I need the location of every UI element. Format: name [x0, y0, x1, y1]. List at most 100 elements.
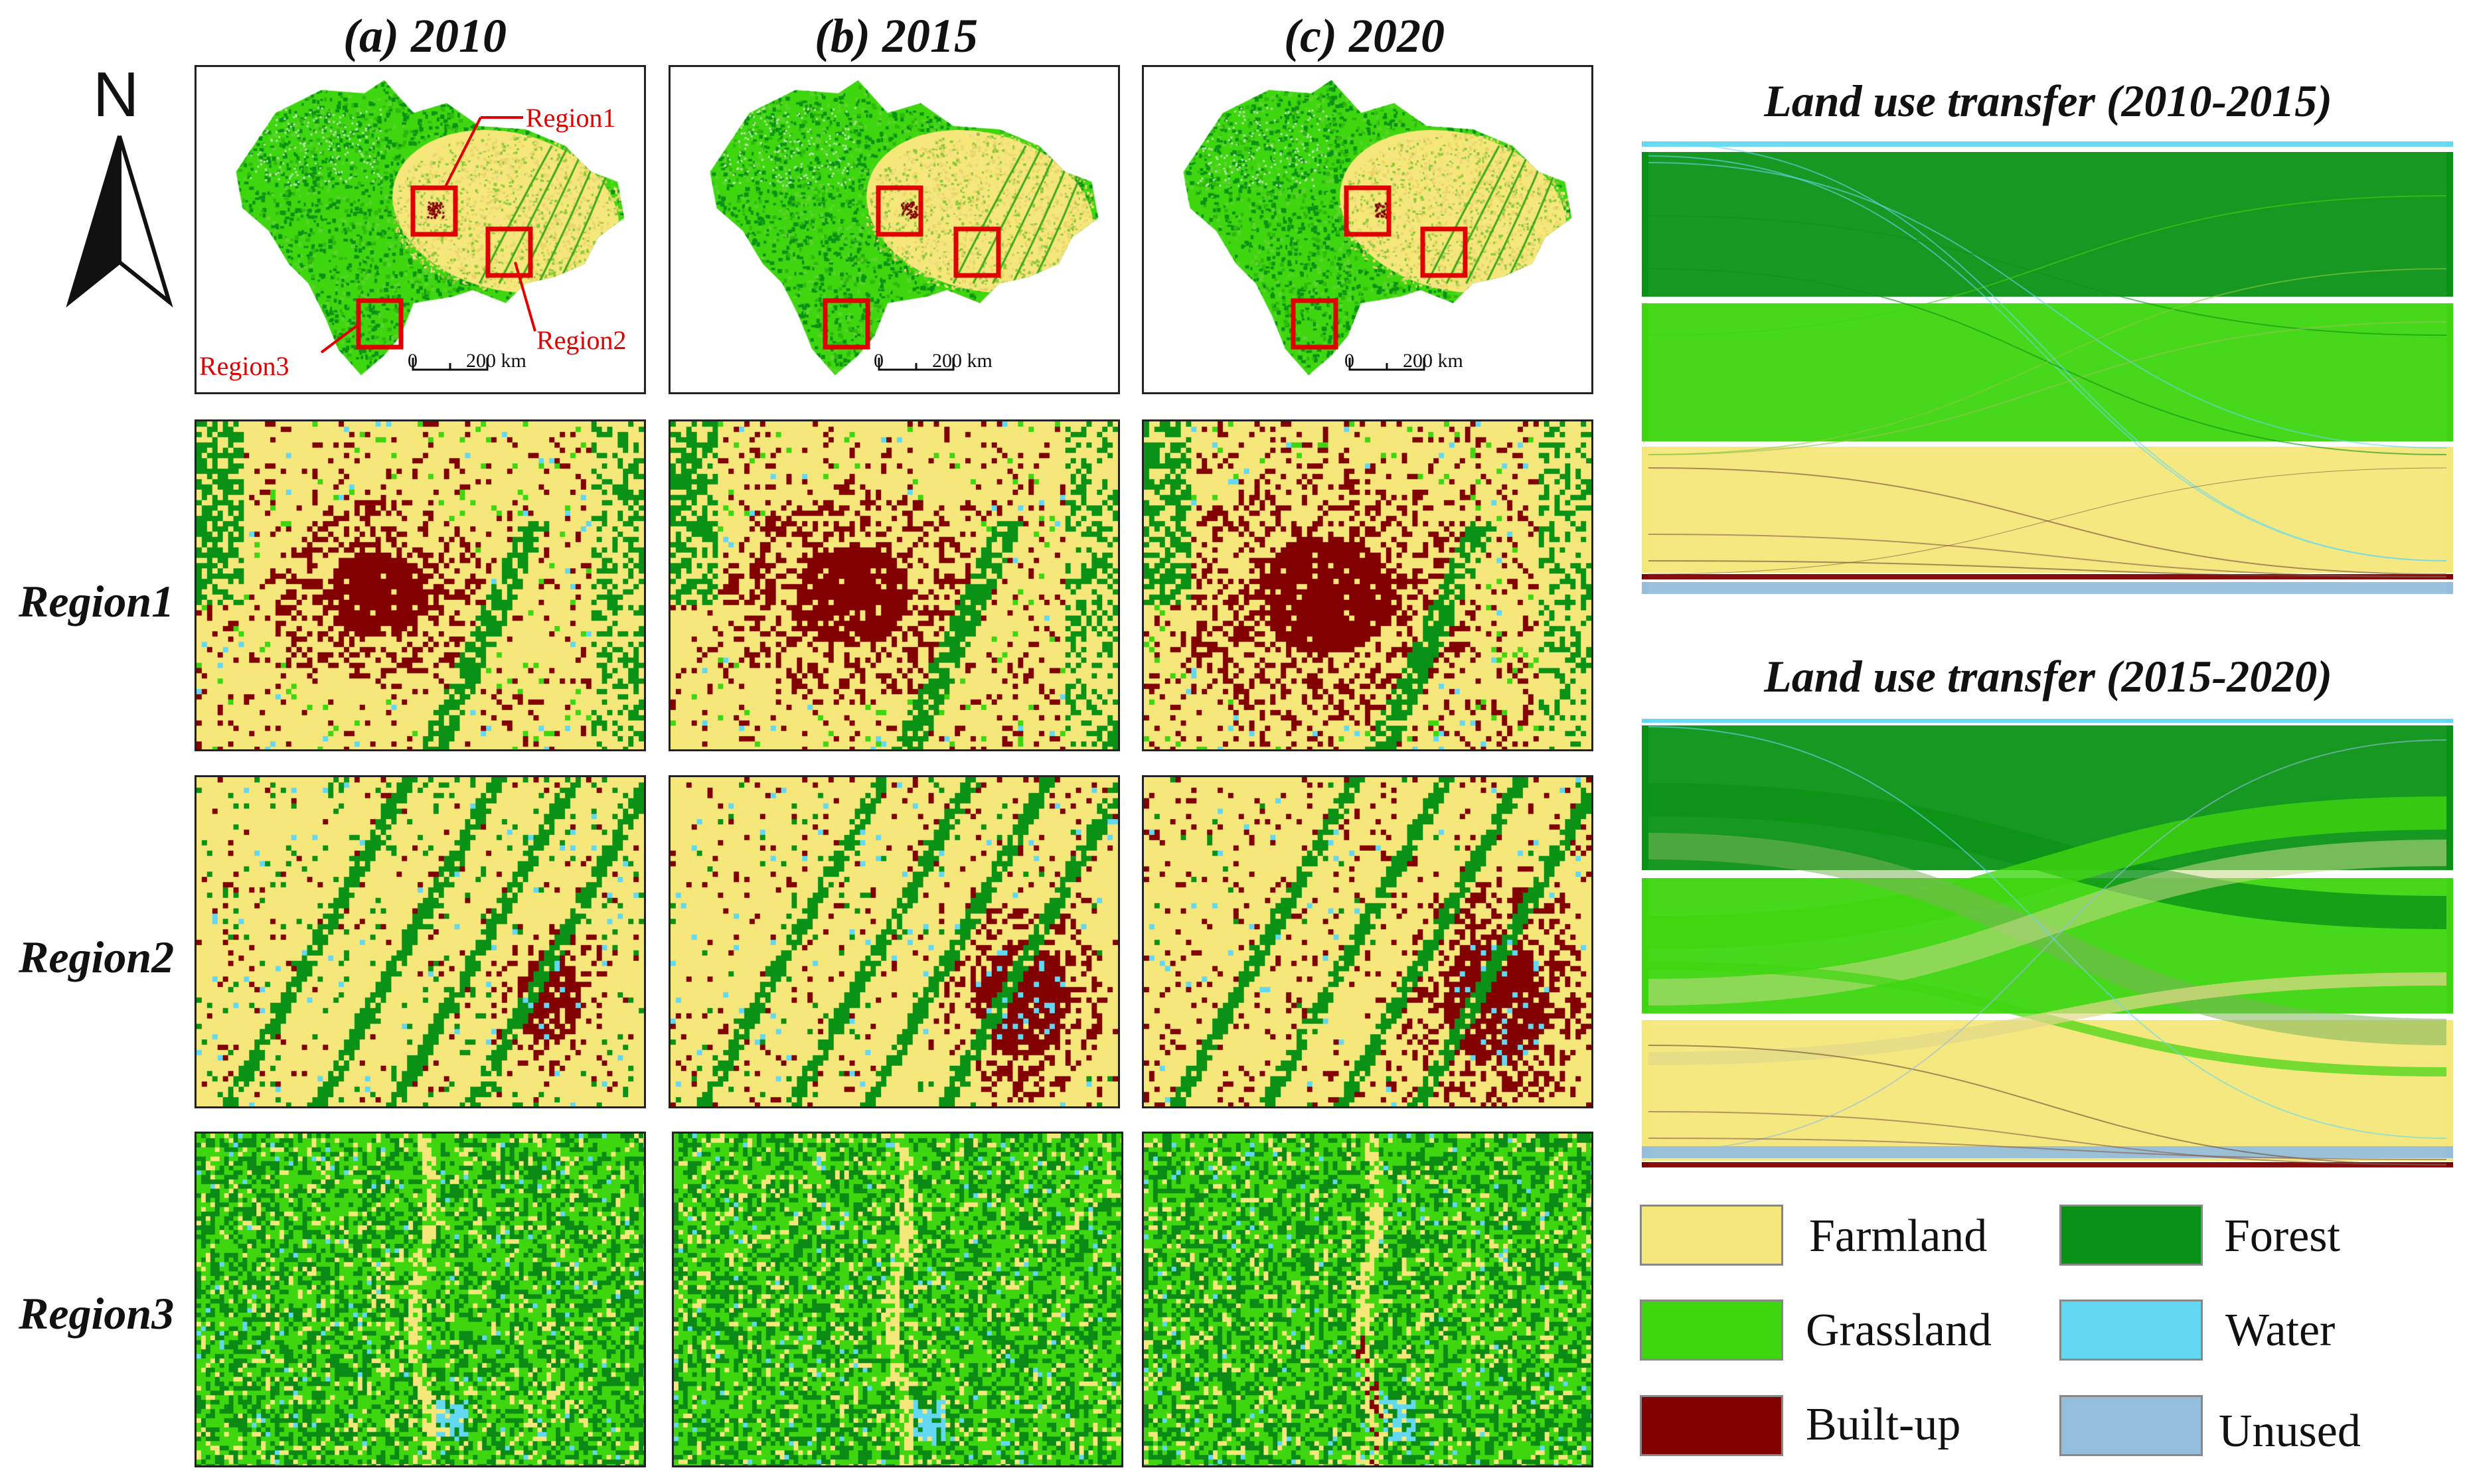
legend-label-water: Water	[2225, 1305, 2336, 1356]
region2-map-2020	[1142, 775, 1593, 1108]
sankey-node-left-grassland-2015-2020	[1642, 878, 1648, 1013]
sankey-diagram-2015-2020	[1642, 719, 2453, 1167]
region1-map-2010	[195, 419, 646, 751]
region3-map-2015	[672, 1132, 1123, 1467]
sankey-node-left-forest-2015-2020	[1642, 725, 1648, 870]
sankey-transfer-flow-2010-2015	[1648, 560, 2447, 577]
row-title-region1: Region1	[19, 576, 175, 627]
region3-box	[356, 298, 404, 350]
sankey-transfer-flow-2010-2015	[1648, 534, 2447, 577]
legend-label-grassland: Grassland	[1806, 1305, 1992, 1356]
sankey-transfer-flow-2015-2020	[1648, 840, 2447, 1005]
sankey-node-left-water-2015-2020	[1642, 719, 1648, 723]
sankey-node-left-farmland-2010-2015	[1642, 447, 1648, 573]
sankey-transfer-flow-2015-2020	[1648, 972, 2447, 1065]
sankey-node-left-forest-2010-2015	[1642, 152, 1648, 297]
sankey-node-right-farmland-2010-2015	[2446, 447, 2453, 573]
legend-swatch-builtup	[1640, 1395, 1783, 1456]
overview-map-2015: 0 200 km	[669, 65, 1120, 394]
sankey-flow-builtup-2015-2020	[1648, 1162, 2446, 1167]
sankey-transfer-flow-2015-2020	[1648, 726, 2447, 1139]
sankey-title-2015-2020: Land use transfer (2015-2020)	[1764, 651, 2332, 702]
region2-box	[1420, 226, 1468, 278]
region3-annotation: Region3	[199, 351, 289, 381]
overview-map-2010: Region1 Region2 Region3 0 200 km	[195, 65, 646, 394]
scale-bar: 0 200 km	[1344, 350, 1463, 372]
sankey-transfer-flow-2015-2020	[1648, 796, 2447, 949]
sankey-transfer-flow-2010-2015	[1648, 142, 2447, 561]
overview-raster-2020	[1144, 67, 1591, 392]
region2-annotation: Region2	[536, 325, 627, 355]
sankey-flow-water-2010-2015	[1648, 141, 2446, 147]
region3-raster-2015	[674, 1134, 1121, 1465]
sankey-transfer-flow-2010-2015	[1648, 467, 2447, 575]
sankey-title-2010-2015: Land use transfer (2010-2015)	[1764, 76, 2332, 126]
sankey-flow-farmland-2015-2020	[1648, 1020, 2446, 1161]
overview-overlay-2010: Region1 Region2 Region3 0 200 km	[199, 103, 627, 381]
region1-box	[1344, 185, 1392, 237]
sankey-node-right-water-2015-2020	[2446, 719, 2453, 723]
sankey-node-right-forest-2015-2020	[2446, 725, 2453, 870]
sankey-flow-unused-2010-2015	[1648, 582, 2446, 594]
sankey-node-left-grassland-2010-2015	[1642, 303, 1648, 441]
sankey-node-left-unused-2010-2015	[1642, 582, 1648, 594]
row-title-region3: Region3	[19, 1288, 175, 1339]
sankey-node-right-builtup-2015-2020	[2446, 1162, 2453, 1167]
sankey-node-right-forest-2010-2015	[2446, 152, 2453, 297]
region1-raster-2020	[1144, 421, 1591, 749]
sankey-node-left-farmland-2015-2020	[1642, 1020, 1648, 1161]
column-title-2015: (b) 2015	[815, 9, 978, 62]
sankey-transfer-flow-2010-2015	[1648, 195, 2447, 336]
region2-map-2010	[195, 775, 646, 1108]
sankey-flow-forest-2010-2015	[1648, 152, 2446, 297]
sankey-node-right-unused-2010-2015	[2446, 582, 2453, 594]
region1-raster-2015	[671, 421, 1118, 749]
row-title-region2: Region2	[19, 932, 175, 982]
region3-raster-2010	[197, 1134, 644, 1465]
overview-map-2020: 0 200 km	[1142, 65, 1593, 394]
scale-bar-zero: 0	[408, 350, 418, 372]
sankey-flow-grassland-2010-2015	[1648, 303, 2446, 441]
legend-swatch-farmland	[1640, 1205, 1783, 1266]
sankey-transfer-flow-2010-2015	[1648, 268, 2447, 455]
sankey-flow-farmland-2010-2015	[1648, 447, 2446, 573]
sankey-transfer-flow-2015-2020	[1648, 1111, 2447, 1165]
scale-bar-zero: 0	[1344, 350, 1354, 372]
region3-box	[823, 298, 870, 350]
sankey-node-right-grassland-2015-2020	[2446, 878, 2453, 1013]
legend-label-builtup: Built-up	[1806, 1399, 1961, 1450]
scale-bar-value: 200 km	[1403, 350, 1463, 372]
sankey-flow-water-2015-2020	[1648, 719, 2446, 723]
north-arrow-icon	[66, 135, 173, 308]
region1-annotation: Region1	[526, 103, 616, 133]
sankey-node-right-unused-2015-2020	[2446, 1146, 2453, 1158]
legend-label-farmland: Farmland	[1809, 1211, 1988, 1262]
region1-map-2015	[669, 419, 1120, 751]
sankey-transfer-flow-2010-2015	[1648, 215, 2447, 336]
scale-bar: 0 200 km	[408, 350, 526, 372]
scale-bar: 0 200 km	[874, 350, 993, 372]
legend-swatch-grassland	[1640, 1299, 1783, 1361]
region2-raster-2015	[671, 777, 1118, 1106]
sankey-node-left-unused-2015-2020	[1642, 1146, 1648, 1158]
region2-raster-2020	[1144, 777, 1591, 1106]
sankey-transfer-flow-2010-2015	[1648, 321, 2447, 455]
legend-swatch-unused	[2059, 1395, 2203, 1456]
scale-bar-value: 200 km	[466, 350, 526, 372]
scale-bar-value: 200 km	[932, 350, 993, 372]
sankey-node-left-builtup-2015-2020	[1642, 1162, 1648, 1167]
region3-box	[1291, 298, 1338, 350]
legend-label-unused: Unused	[2219, 1406, 2361, 1457]
region1-box	[876, 185, 923, 237]
region2-raster-2010	[197, 777, 644, 1106]
sankey-node-right-farmland-2015-2020	[2446, 1020, 2453, 1161]
overview-raster-2010	[197, 67, 644, 392]
scale-bar-zero: 0	[874, 350, 884, 372]
legend-swatch-water	[2059, 1299, 2203, 1361]
north-arrow-letter: N	[93, 59, 139, 130]
sankey-transfer-flow-2015-2020	[1648, 1138, 2447, 1160]
sankey-node-right-builtup-2010-2015	[2446, 574, 2453, 579]
sankey-node-right-grassland-2010-2015	[2446, 303, 2453, 441]
sankey-node-left-water-2010-2015	[1642, 141, 1648, 147]
legend-swatch-forest	[2059, 1205, 2203, 1266]
